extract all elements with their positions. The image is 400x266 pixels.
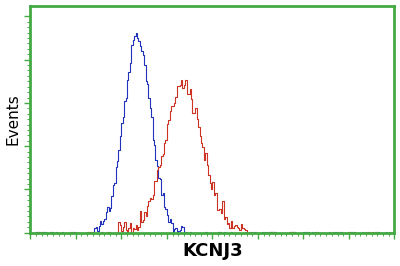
X-axis label: KCNJ3: KCNJ3 (182, 242, 243, 260)
Y-axis label: Events: Events (6, 93, 20, 145)
